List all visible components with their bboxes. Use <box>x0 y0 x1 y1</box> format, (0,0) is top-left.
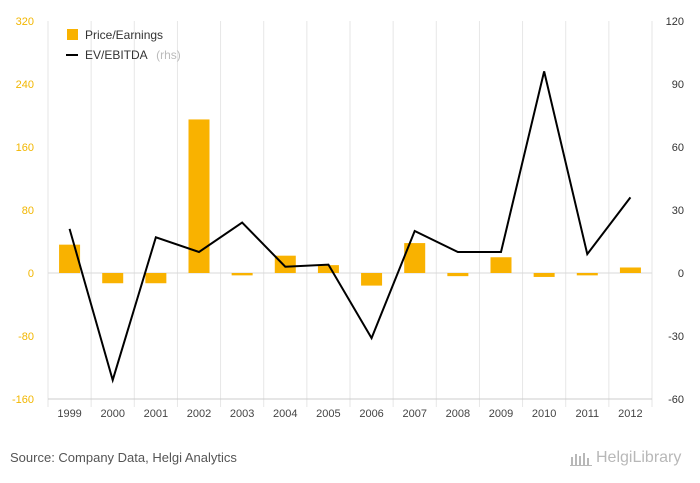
x-tick-2003: 2003 <box>230 408 254 420</box>
x-tick-2001: 2001 <box>144 408 168 420</box>
x-tick-2012: 2012 <box>618 408 642 420</box>
legend-swatch-pe <box>67 29 78 40</box>
legend-label-ev-suffix: (rhs) <box>156 48 181 62</box>
y-left-tick: 160 <box>16 142 34 154</box>
bar-2010 <box>533 273 555 277</box>
tick-labels: 320 240 160 80 0 -80 -160 120 90 60 30 0 -30 -60 1999 2… <box>12 16 684 420</box>
bar-2007 <box>404 243 426 273</box>
y-right-tick: -60 <box>668 394 684 406</box>
y-left-tick: 240 <box>16 79 34 91</box>
x-tick-2007: 2007 <box>402 408 426 420</box>
svg-text:EV/EBITDA (rhs): EV/EBITDA (rhs) <box>85 46 181 63</box>
x-tick-2004: 2004 <box>273 408 297 420</box>
x-tick-1999: 1999 <box>57 408 81 420</box>
legend-label-ev: EV/EBITDA <box>85 48 148 62</box>
y-right-tick: -30 <box>668 331 684 343</box>
bar-2011 <box>576 273 598 276</box>
y-left-tick: 320 <box>16 16 34 28</box>
x-tick-2011: 2011 <box>575 408 599 420</box>
brand-logo: HelgiLibrary <box>570 449 681 467</box>
line-ev-ebitda <box>68 71 632 384</box>
x-tick-2005: 2005 <box>316 408 340 420</box>
x-tick-2002: 2002 <box>187 408 211 420</box>
bar-1999 <box>59 244 81 273</box>
x-tick-2006: 2006 <box>359 408 383 420</box>
bar-2003 <box>231 273 253 276</box>
legend: Price/Earnings EV/EBITDA (rhs) <box>66 28 181 63</box>
legend-label-pe: Price/Earnings <box>85 28 163 42</box>
x-tick-2000: 2000 <box>100 408 124 420</box>
library-icon <box>570 453 592 466</box>
y-left-tick: 0 <box>28 268 34 280</box>
source-note: Source: Company Data, Helgi Analytics <box>10 450 237 465</box>
grid <box>47 21 653 407</box>
bar-2012 <box>619 267 641 273</box>
line-series <box>68 71 632 384</box>
y-right-tick: 0 <box>678 268 684 280</box>
y-right-tick: 90 <box>672 79 684 91</box>
y-right-tick: 30 <box>672 205 684 217</box>
y-left-tick: 80 <box>22 205 34 217</box>
bar-2005 <box>317 265 339 273</box>
brand-name: HelgiLibrary <box>596 449 682 466</box>
bar-2009 <box>490 257 512 273</box>
y-right-tick: 120 <box>666 16 684 28</box>
bar-2001 <box>145 273 167 284</box>
bar-2006 <box>361 273 383 286</box>
bar-2002 <box>188 119 210 273</box>
y-left-tick: -80 <box>18 331 34 343</box>
y-right-tick: 60 <box>672 142 684 154</box>
x-tick-2008: 2008 <box>446 408 470 420</box>
bar-2000 <box>102 273 124 284</box>
x-tick-2010: 2010 <box>532 408 556 420</box>
y-left-tick: -160 <box>12 394 34 406</box>
x-tick-2009: 2009 <box>489 408 513 420</box>
bar-2008 <box>447 273 469 277</box>
